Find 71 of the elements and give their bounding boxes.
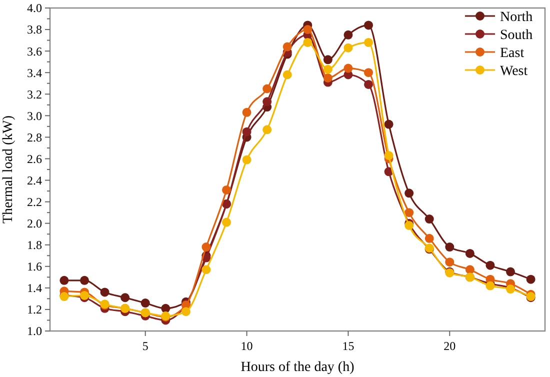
y-tick-label: 2.0 xyxy=(27,216,42,231)
point xyxy=(242,155,252,164)
point xyxy=(344,30,353,40)
point xyxy=(364,20,374,30)
point xyxy=(465,265,474,274)
point xyxy=(80,290,89,300)
point xyxy=(181,307,190,316)
point xyxy=(120,293,130,302)
point xyxy=(161,304,170,313)
point xyxy=(323,73,332,82)
point xyxy=(282,70,292,80)
point xyxy=(323,55,332,64)
point xyxy=(465,248,474,258)
point xyxy=(242,108,252,117)
point xyxy=(364,68,374,78)
point xyxy=(526,274,536,284)
point xyxy=(262,125,272,134)
y-tick-label: 3.6 xyxy=(27,44,42,58)
point xyxy=(303,25,312,34)
y-tick-label: 2.2 xyxy=(27,195,42,209)
point xyxy=(262,97,272,106)
point xyxy=(100,288,110,297)
point xyxy=(242,127,252,136)
point xyxy=(384,151,394,160)
point xyxy=(344,43,353,52)
legend-label: South xyxy=(500,28,533,43)
point xyxy=(282,42,292,52)
point xyxy=(323,64,332,74)
point xyxy=(404,188,414,198)
y-tick-label: 3.2 xyxy=(27,87,42,102)
y-tick-label: 1.2 xyxy=(27,302,42,317)
point xyxy=(202,265,211,274)
x-tick-label: 5 xyxy=(142,339,148,353)
point xyxy=(364,80,374,89)
y-tick-label: 3.4 xyxy=(27,66,42,80)
point xyxy=(384,120,394,129)
y-tick-label: 1.0 xyxy=(27,324,42,338)
point xyxy=(303,38,312,47)
point xyxy=(80,276,89,285)
point xyxy=(445,258,454,267)
point xyxy=(262,84,272,94)
legend-label: North xyxy=(500,10,533,25)
point xyxy=(404,208,414,218)
point xyxy=(140,298,150,308)
point xyxy=(445,242,454,252)
point xyxy=(222,185,231,194)
point xyxy=(202,242,211,252)
point xyxy=(424,234,434,243)
y-tick-label: 2.8 xyxy=(27,130,42,144)
y-tick-label: 1.6 xyxy=(27,260,42,274)
y-tick-label: 2.4 xyxy=(27,173,42,188)
y-tick-label: 1.8 xyxy=(27,238,42,252)
x-tick-label: 20 xyxy=(444,339,456,353)
point xyxy=(486,260,495,270)
x-tick-label: 15 xyxy=(342,339,354,353)
legend-label: East xyxy=(500,46,524,61)
point xyxy=(424,214,434,224)
point xyxy=(344,64,353,73)
point xyxy=(60,276,69,285)
point xyxy=(222,218,231,227)
point xyxy=(364,38,374,47)
y-tick-label: 3.0 xyxy=(27,108,42,123)
y-tick-label: 1.4 xyxy=(27,281,42,296)
x-axis-title: Hours of the day (h) xyxy=(240,360,355,375)
y-tick-label: 4.0 xyxy=(27,1,42,16)
legend-label: West xyxy=(500,64,528,79)
x-tick-label: 10 xyxy=(240,339,253,353)
y-axis-title: Thermal load (kW) xyxy=(1,115,16,224)
y-tick-label: 2.6 xyxy=(27,152,42,166)
y-tick-label: 3.8 xyxy=(27,22,42,37)
point xyxy=(506,267,516,276)
